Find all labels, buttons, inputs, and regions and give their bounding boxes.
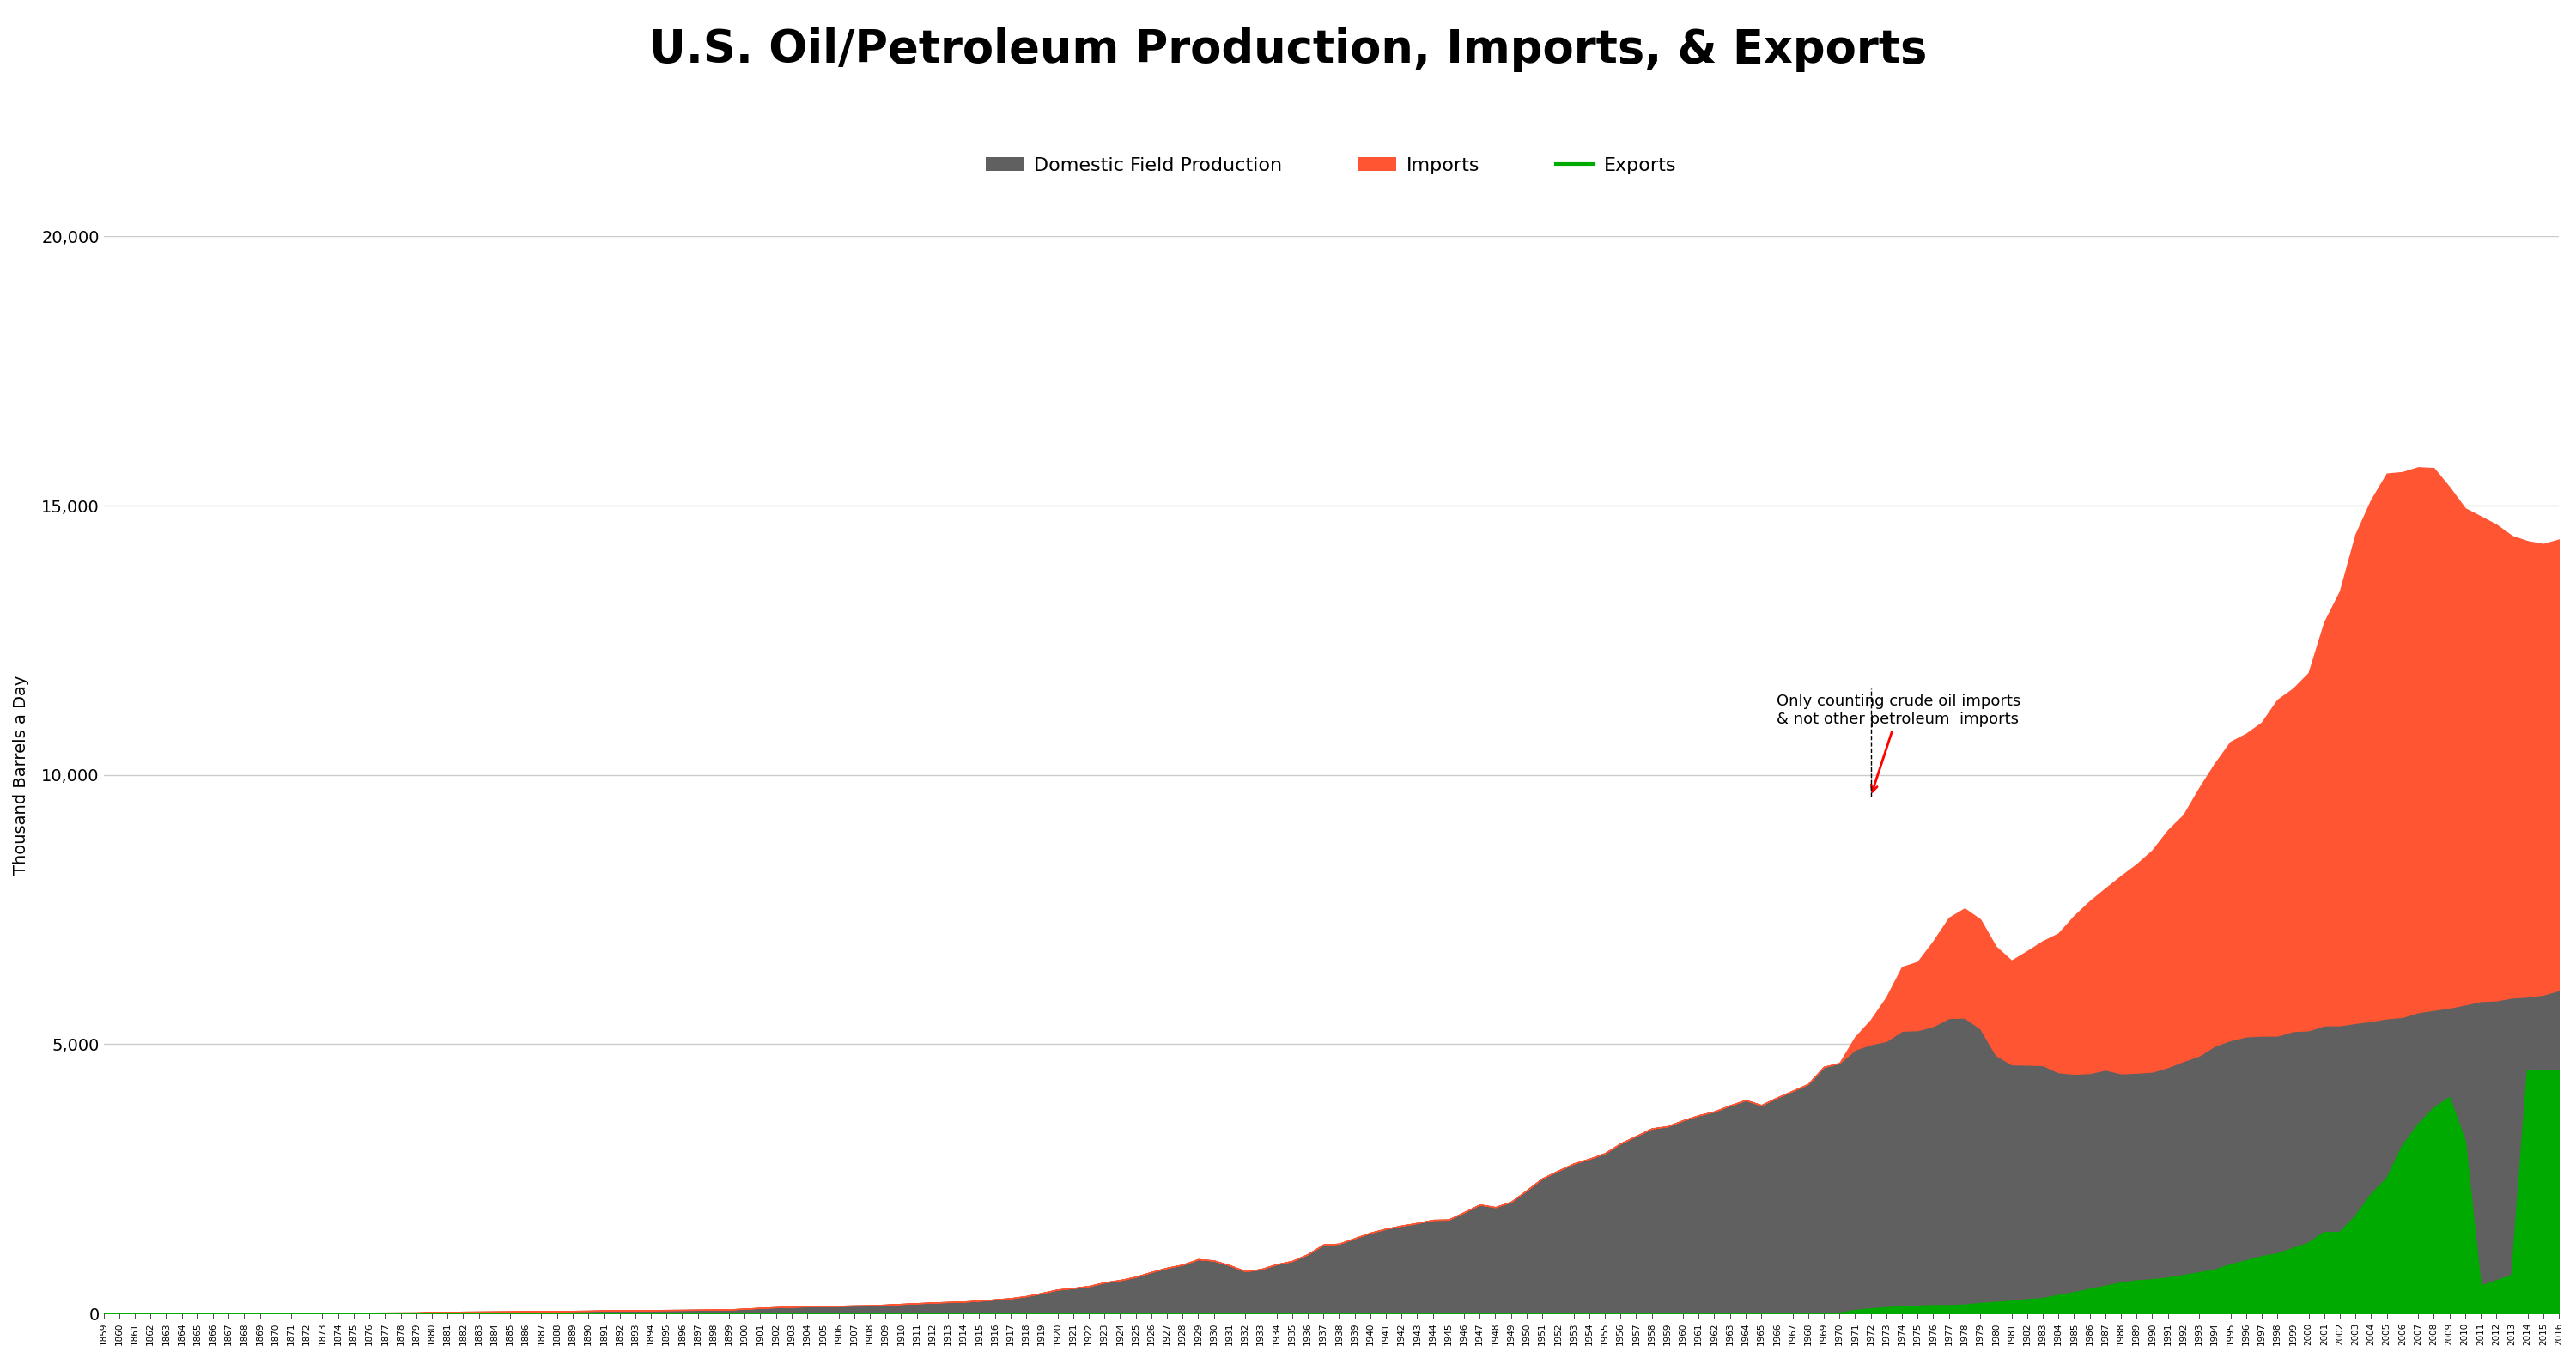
Text: Only counting crude oil imports
& not other petroleum  imports: Only counting crude oil imports & not ot… [1777, 694, 2022, 792]
Y-axis label: Thousand Barrels a Day: Thousand Barrels a Day [13, 675, 28, 875]
Text: U.S. Oil/Petroleum Production, Imports, & Exports: U.S. Oil/Petroleum Production, Imports, … [649, 27, 1927, 72]
Legend: Domestic Field Production, Imports, Exports: Domestic Field Production, Imports, Expo… [979, 149, 1685, 182]
